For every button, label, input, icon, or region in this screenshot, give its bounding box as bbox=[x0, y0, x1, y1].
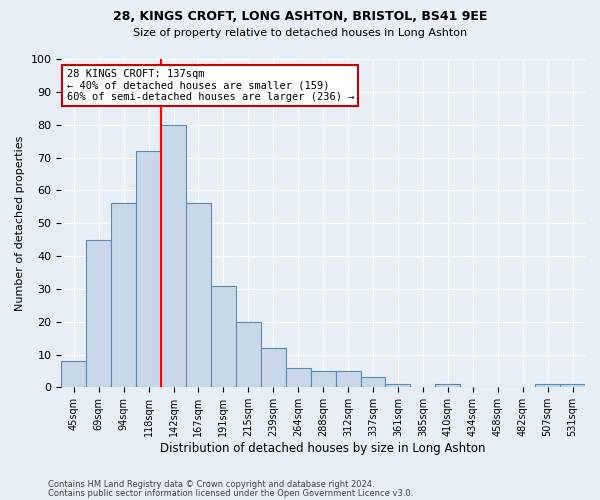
Bar bbox=[286, 368, 311, 388]
Bar bbox=[211, 286, 236, 388]
Text: Contains public sector information licensed under the Open Government Licence v3: Contains public sector information licen… bbox=[48, 489, 413, 498]
Bar bbox=[311, 371, 335, 388]
Bar bbox=[335, 371, 361, 388]
Text: 28 KINGS CROFT: 137sqm
← 40% of detached houses are smaller (159)
60% of semi-de: 28 KINGS CROFT: 137sqm ← 40% of detached… bbox=[67, 69, 354, 102]
Bar bbox=[436, 384, 460, 388]
Bar bbox=[61, 361, 86, 388]
Text: Contains HM Land Registry data © Crown copyright and database right 2024.: Contains HM Land Registry data © Crown c… bbox=[48, 480, 374, 489]
Bar bbox=[161, 124, 186, 388]
Text: 28, KINGS CROFT, LONG ASHTON, BRISTOL, BS41 9EE: 28, KINGS CROFT, LONG ASHTON, BRISTOL, B… bbox=[113, 10, 487, 23]
X-axis label: Distribution of detached houses by size in Long Ashton: Distribution of detached houses by size … bbox=[160, 442, 486, 455]
Y-axis label: Number of detached properties: Number of detached properties bbox=[15, 136, 25, 311]
Bar bbox=[236, 322, 261, 388]
Bar bbox=[136, 151, 161, 388]
Bar bbox=[361, 378, 385, 388]
Bar bbox=[186, 204, 211, 388]
Bar bbox=[111, 204, 136, 388]
Bar bbox=[385, 384, 410, 388]
Bar bbox=[535, 384, 560, 388]
Bar bbox=[86, 240, 111, 388]
Bar bbox=[560, 384, 585, 388]
Bar bbox=[261, 348, 286, 388]
Text: Size of property relative to detached houses in Long Ashton: Size of property relative to detached ho… bbox=[133, 28, 467, 38]
